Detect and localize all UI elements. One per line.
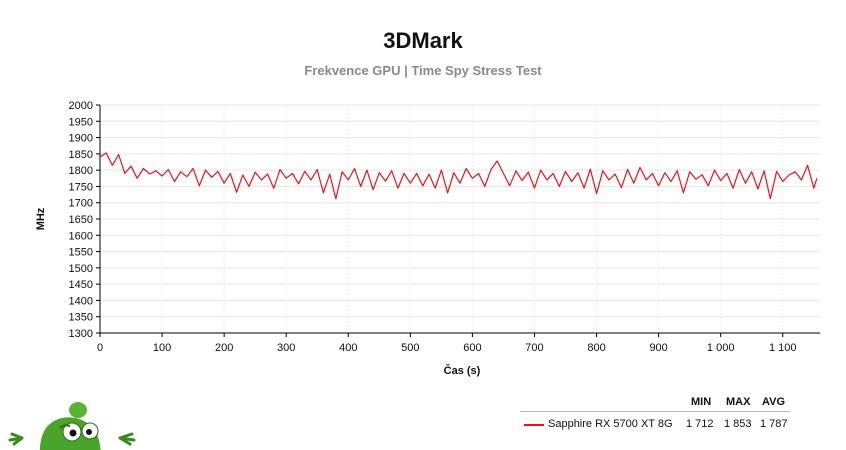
legend-series-name: Sapphire RX 5700 XT 8G [548, 418, 673, 430]
x-tick-label: 700 [525, 342, 543, 354]
y-tick-label: 1700 [69, 198, 93, 210]
x-tick-label: 600 [463, 342, 481, 354]
y-tick-label: 1650 [69, 214, 93, 226]
horizontal-gridlines [100, 104, 820, 318]
chart-subtitle: Frekvence GPU | Time Spy Stress Test [304, 63, 542, 78]
y-tick-label: 1400 [69, 295, 93, 307]
y-tick-label: 2000 [69, 100, 93, 112]
y-tick-label: 1300 [69, 328, 93, 340]
series-line-sapphire-rx-5700-xt [99, 152, 818, 200]
y-tick-label: 1600 [69, 230, 93, 242]
y-axis-ticks: 1300 1350 1400 1450 1500 1550 1600 1650 1700 1750… [69, 100, 100, 340]
y-tick-label: 1850 [69, 149, 93, 161]
legend-min-header: MIN [691, 396, 712, 408]
y-tick-label: 1500 [69, 263, 93, 275]
x-tick-label: 800 [587, 342, 605, 354]
x-tick-label: 900 [649, 342, 667, 354]
y-tick-label: 1450 [69, 279, 93, 291]
x-tick-label: 1 000 [707, 342, 735, 354]
legend-min-value: 1 712 [686, 418, 714, 430]
legend-avg-header: AVG [762, 396, 786, 408]
legend-max-value: 1 853 [724, 418, 752, 430]
legend-table: MIN MAX AVG Sapphire RX 5700 XT 8G 1 712… [520, 394, 790, 434]
x-tick-label: 0 [97, 342, 103, 354]
x-tick-label: 300 [277, 342, 295, 354]
y-tick-label: 1800 [69, 165, 93, 177]
x-tick-label: 1 100 [769, 342, 797, 354]
legend-header: MIN MAX AVG [520, 394, 790, 412]
legend-swatch [524, 424, 544, 426]
y-tick-label: 1350 [69, 312, 93, 324]
y-tick-label: 1750 [69, 181, 93, 193]
green-alien-mascot-icon [8, 402, 136, 450]
x-tick-label: 500 [401, 342, 419, 354]
chart-title: 3DMark [383, 28, 463, 53]
legend-separator [520, 411, 790, 412]
legend-row: Sapphire RX 5700 XT 8G 1 712 1 853 1 787 [520, 412, 790, 434]
y-axis-title: MHz [35, 207, 47, 230]
x-tick-label: 100 [153, 342, 171, 354]
y-tick-label: 1950 [69, 116, 93, 128]
y-tick-label: 1900 [69, 133, 93, 145]
y-tick-label: 1550 [69, 247, 93, 259]
legend-max-header: MAX [726, 396, 751, 408]
x-axis-ticks: 0 100 200 300 400 500 600 700 800 900 1 000 1 100 [97, 333, 797, 354]
legend-avg-value: 1 787 [760, 418, 788, 430]
x-tick-label: 400 [339, 342, 357, 354]
x-axis-title: Čas (s) [444, 364, 481, 377]
x-tick-label: 200 [215, 342, 233, 354]
